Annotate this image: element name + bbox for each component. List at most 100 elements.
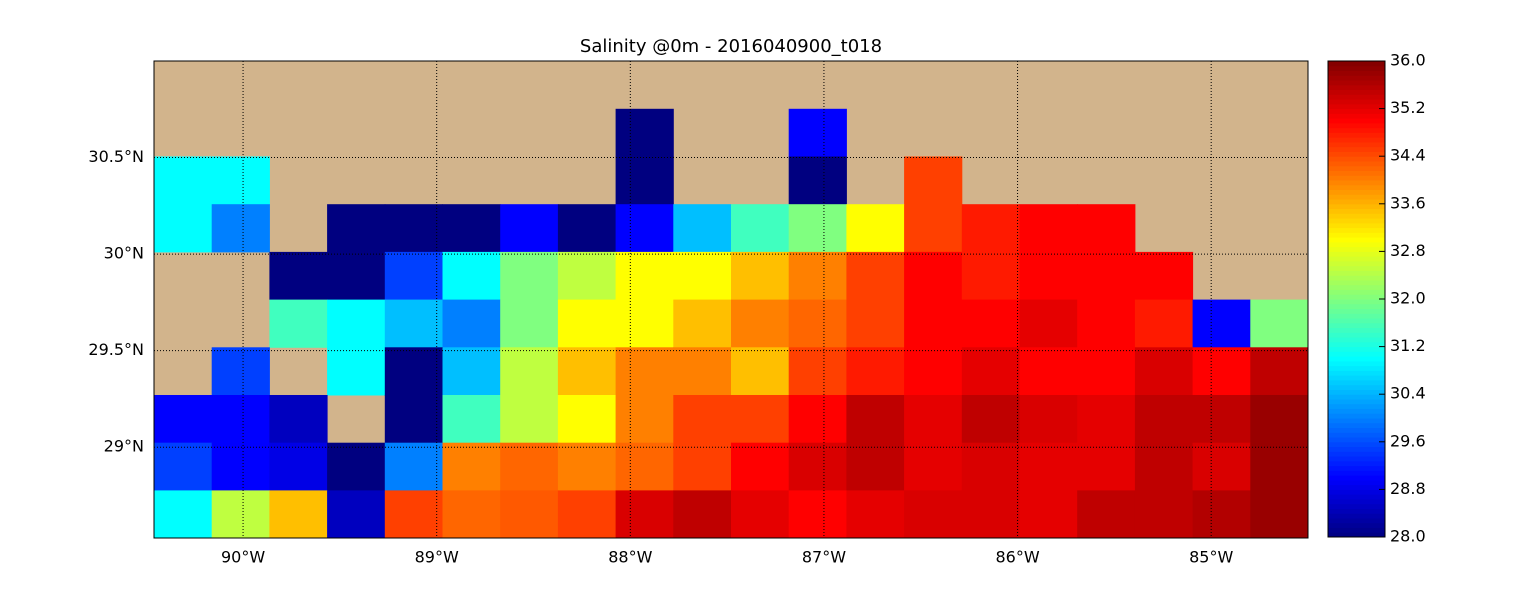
salinity-cell <box>846 490 905 539</box>
colorbar-swatch <box>1328 141 1385 148</box>
colorbar-tick-label: 29.6 <box>1390 431 1426 450</box>
colorbar-swatch <box>1328 146 1385 152</box>
salinity-cell <box>384 394 443 444</box>
colorbar-swatch <box>1328 365 1385 371</box>
x-tick-label: 85°W <box>1189 548 1233 567</box>
colorbar-swatch <box>1328 127 1385 133</box>
salinity-cell <box>211 347 270 396</box>
salinity-cell <box>904 347 963 396</box>
salinity-cell <box>154 490 213 539</box>
colorbar-swatch <box>1328 341 1385 348</box>
x-tick-label: 87°W <box>802 548 846 567</box>
x-tick-label: 89°W <box>415 548 459 567</box>
colorbar-swatch <box>1328 437 1385 443</box>
colorbar-tick-label: 33.6 <box>1390 193 1426 212</box>
salinity-cell <box>1192 442 1251 491</box>
colorbar-swatch <box>1328 470 1385 476</box>
salinity-cell <box>846 251 905 301</box>
colorbar-swatch <box>1328 208 1385 214</box>
colorbar-swatch <box>1328 313 1385 319</box>
salinity-cell <box>1250 394 1309 444</box>
colorbar-swatch <box>1328 360 1385 367</box>
salinity-cell <box>731 394 790 444</box>
colorbar-swatch <box>1328 65 1385 72</box>
salinity-cell <box>154 156 213 205</box>
salinity-cell <box>615 204 674 253</box>
salinity-cell <box>788 299 847 348</box>
salinity-cell <box>327 251 386 301</box>
colorbar-swatch <box>1328 532 1385 538</box>
salinity-cell <box>731 204 790 253</box>
colorbar-swatch <box>1328 184 1385 191</box>
salinity-cell <box>442 299 501 348</box>
colorbar-swatch <box>1328 94 1385 100</box>
colorbar-swatch <box>1328 327 1385 333</box>
salinity-cell <box>961 251 1020 301</box>
colorbar-swatch <box>1328 113 1385 119</box>
salinity-cell <box>1250 442 1309 491</box>
salinity-cell <box>327 347 386 396</box>
colorbar-swatch <box>1328 294 1385 300</box>
salinity-cell <box>731 490 790 539</box>
salinity-cell <box>442 442 501 491</box>
salinity-cell <box>269 251 328 301</box>
colorbar-swatch <box>1328 227 1385 233</box>
salinity-cell <box>904 299 963 348</box>
salinity-cell <box>500 204 559 253</box>
colorbar-swatch <box>1328 137 1385 143</box>
salinity-cell <box>731 299 790 348</box>
salinity-cell <box>211 156 270 205</box>
salinity-cell <box>384 490 443 539</box>
colorbar-tick-label: 34.4 <box>1390 146 1426 165</box>
salinity-cell <box>384 251 443 301</box>
colorbar-swatch <box>1328 260 1385 267</box>
salinity-cell <box>442 490 501 539</box>
salinity-cell <box>961 394 1020 444</box>
colorbar-swatch <box>1328 132 1385 138</box>
salinity-cell <box>1192 490 1251 539</box>
chart-title: Salinity @0m - 2016040900_t018 <box>580 36 882 57</box>
colorbar-tick-label: 31.2 <box>1390 336 1426 355</box>
salinity-cell <box>211 394 270 444</box>
salinity-cell <box>1250 299 1309 348</box>
salinity-cell <box>442 251 501 301</box>
salinity-cell <box>384 347 443 396</box>
colorbar-swatch <box>1328 108 1385 114</box>
salinity-cell <box>615 347 674 396</box>
salinity-cell <box>1077 490 1136 539</box>
colorbar-swatch <box>1328 422 1385 429</box>
salinity-cell <box>846 394 905 444</box>
salinity-cell <box>327 204 386 253</box>
salinity-cell <box>788 442 847 491</box>
colorbar-swatch <box>1328 303 1385 310</box>
salinity-cell <box>442 347 501 396</box>
salinity-cell <box>384 442 443 491</box>
colorbar-swatch <box>1328 465 1385 471</box>
colorbar-swatch <box>1328 346 1385 352</box>
colorbar-swatch <box>1328 408 1385 414</box>
salinity-cell <box>557 442 617 491</box>
salinity-cell <box>1077 204 1136 253</box>
colorbar-swatch <box>1328 503 1385 509</box>
salinity-cell <box>1077 394 1136 444</box>
colorbar-swatch <box>1328 156 1385 162</box>
colorbar-swatch <box>1328 194 1385 200</box>
salinity-cell <box>615 394 674 444</box>
colorbar-swatch <box>1328 122 1385 129</box>
salinity-cell <box>1019 442 1078 491</box>
salinity-cell <box>788 156 847 205</box>
salinity-cell <box>1077 251 1136 301</box>
salinity-cell <box>904 490 963 539</box>
salinity-cell <box>673 442 732 491</box>
salinity-cell <box>673 204 732 253</box>
salinity-cell <box>1077 442 1136 491</box>
colorbar-swatch <box>1328 99 1385 105</box>
colorbar-swatch <box>1328 479 1385 486</box>
salinity-cell <box>846 347 905 396</box>
colorbar-swatch <box>1328 175 1385 181</box>
salinity-cell <box>1019 251 1078 301</box>
salinity-cell <box>846 204 905 253</box>
salinity-cell <box>384 299 443 348</box>
salinity-cell <box>904 251 963 301</box>
